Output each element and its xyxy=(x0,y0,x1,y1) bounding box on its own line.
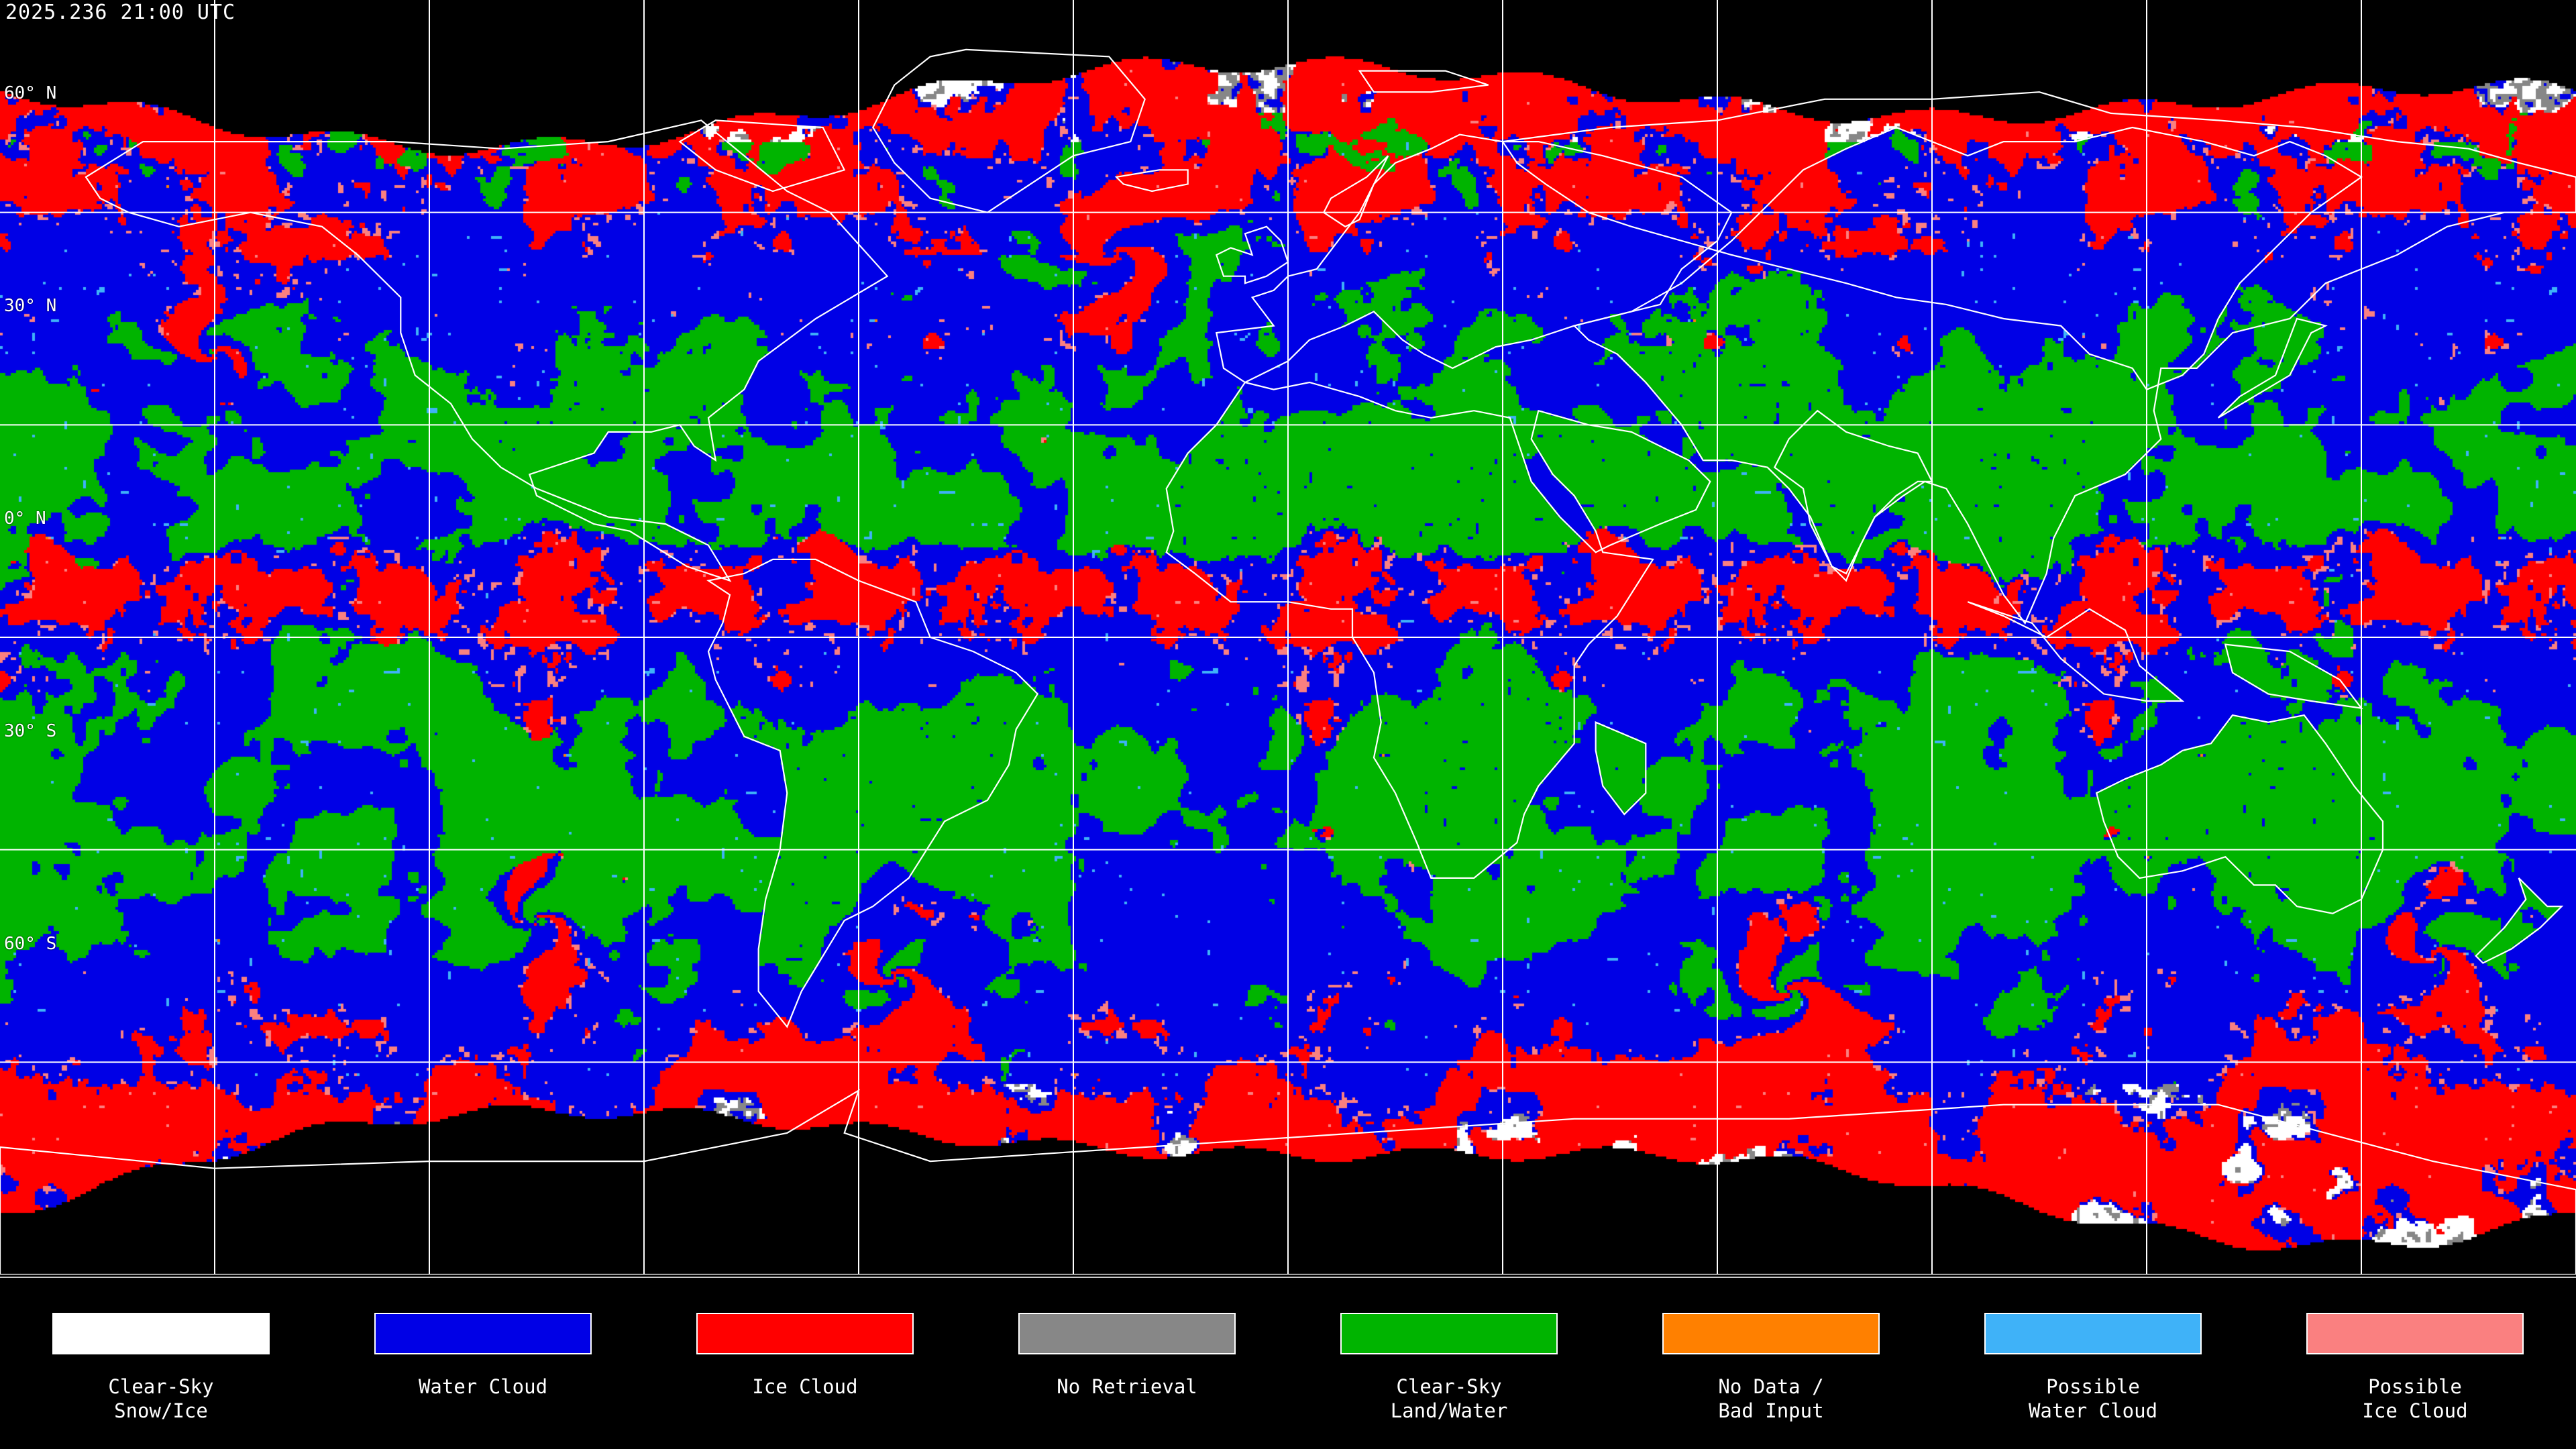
legend-item-possible-ice-cloud[interactable]: Possible Ice Cloud xyxy=(2254,1283,2576,1423)
coastline-path xyxy=(1215,225,1289,284)
coastline-path xyxy=(1967,601,2185,702)
coastline-path xyxy=(1773,409,1933,582)
lat-label-60s: 60° S xyxy=(4,934,57,954)
coastline-path xyxy=(1595,721,1647,816)
legend-swatch-possible-water-cloud xyxy=(1984,1313,2202,1354)
legend-item-no-retrieval[interactable]: No Retrieval xyxy=(966,1283,1288,1399)
legend-label-clear-sky-snow-ice: Clear-Sky Snow/Ice xyxy=(108,1375,214,1422)
legend-label-clear-sky-land-water: Clear-Sky Land/Water xyxy=(1390,1375,1508,1422)
lat-label-30n: 30° N xyxy=(4,296,57,316)
coastline-path xyxy=(1215,133,1733,384)
coastline-path xyxy=(678,119,846,193)
coastline-path xyxy=(2475,877,2564,964)
legend-item-clear-sky-snow-ice[interactable]: Clear-Sky Snow/Ice xyxy=(0,1283,322,1423)
coastline-path xyxy=(85,119,889,582)
legend-swatch-clear-sky-snow-ice xyxy=(52,1313,270,1354)
coastline-path xyxy=(2224,643,2363,710)
coastline-path xyxy=(872,48,1146,213)
legend-item-no-data-bad-input[interactable]: No Data / Bad Input xyxy=(1610,1283,1932,1423)
panel-separator xyxy=(0,1277,2576,1278)
legend-item-water-cloud[interactable]: Water Cloud xyxy=(322,1283,644,1399)
legend-label-possible-water-cloud: Possible Water Cloud xyxy=(2028,1375,2158,1422)
legend-swatch-no-retrieval xyxy=(1018,1313,1236,1354)
lat-label-60n: 60° N xyxy=(4,83,57,103)
timestamp-label: 2025.236 21:00 UTC xyxy=(5,1,236,24)
graticule-overlay xyxy=(0,0,2576,1275)
legend-label-possible-ice-cloud: Possible Ice Cloud xyxy=(2362,1375,2468,1422)
legend-swatch-no-data-bad-input xyxy=(1662,1313,1880,1354)
coastline-path xyxy=(1358,70,1489,93)
lat-label-0n: 0° N xyxy=(4,508,46,529)
legend-swatch-clear-sky-land-water xyxy=(1340,1313,1558,1354)
legend: Clear-Sky Snow/Ice Water Cloud Ice Cloud… xyxy=(0,1283,2576,1449)
legend-label-no-data-bad-input: No Data / Bad Input xyxy=(1718,1375,1824,1422)
coastline-path xyxy=(2217,317,2328,419)
lat-label-30s: 30° S xyxy=(4,721,57,741)
legend-item-clear-sky-land-water[interactable]: Clear-Sky Land/Water xyxy=(1288,1283,1610,1423)
coastline-path xyxy=(1114,169,1189,193)
legend-label-water-cloud: Water Cloud xyxy=(418,1375,548,1398)
legend-swatch-ice-cloud xyxy=(696,1313,914,1354)
legend-item-possible-water-cloud[interactable]: Possible Water Cloud xyxy=(1932,1283,2254,1423)
legend-swatch-possible-ice-cloud xyxy=(2306,1313,2524,1354)
coastline-path xyxy=(1165,381,1711,879)
map-panel[interactable] xyxy=(0,0,2576,1275)
legend-label-no-retrieval: No Retrieval xyxy=(1057,1375,1197,1398)
legend-label-ice-cloud: Ice Cloud xyxy=(752,1375,858,1398)
legend-item-ice-cloud[interactable]: Ice Cloud xyxy=(644,1283,966,1399)
legend-swatch-water-cloud xyxy=(374,1313,592,1354)
